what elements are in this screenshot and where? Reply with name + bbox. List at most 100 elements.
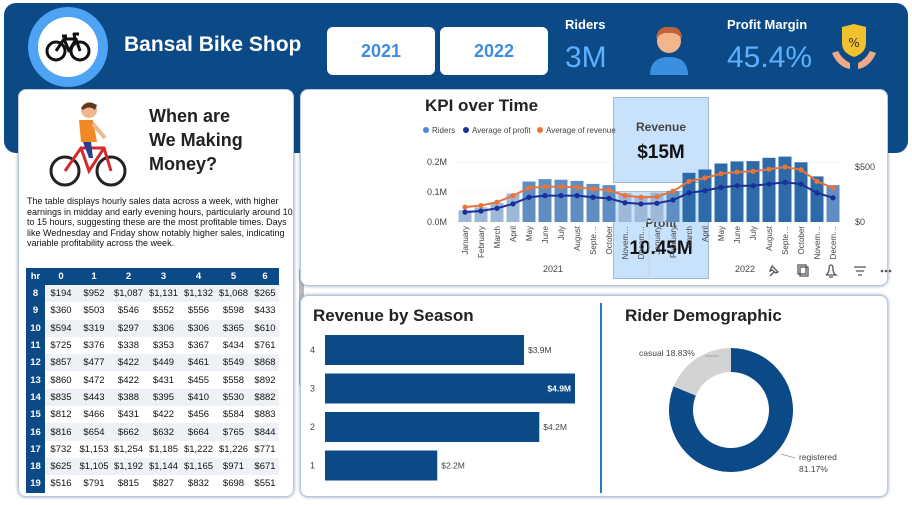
bell-icon[interactable] bbox=[825, 264, 839, 278]
revenue-point[interactable] bbox=[766, 166, 772, 172]
pin-icon[interactable] bbox=[768, 264, 780, 277]
table-header-cell[interactable]: 2 bbox=[111, 268, 146, 285]
revenue-point[interactable] bbox=[734, 169, 740, 175]
riders-bar[interactable] bbox=[666, 190, 680, 222]
revenue-point[interactable] bbox=[494, 199, 500, 205]
profit-point[interactable] bbox=[558, 193, 564, 199]
revenue-point[interactable] bbox=[654, 194, 660, 200]
revenue-point[interactable] bbox=[830, 185, 836, 191]
x-tick-label: July bbox=[557, 226, 566, 240]
revenue-point[interactable] bbox=[542, 184, 548, 190]
profit-point[interactable] bbox=[622, 200, 628, 206]
riders-bar[interactable] bbox=[650, 192, 664, 222]
revenue-point[interactable] bbox=[558, 184, 564, 190]
riders-bar[interactable] bbox=[586, 183, 600, 222]
profit-point[interactable] bbox=[478, 208, 484, 214]
riders-bar[interactable] bbox=[554, 179, 568, 222]
season-bar[interactable] bbox=[325, 450, 438, 481]
riders-bar[interactable] bbox=[682, 172, 696, 222]
riders-bar[interactable] bbox=[762, 157, 776, 222]
legend-label[interactable]: Average of revenue bbox=[546, 126, 616, 135]
revenue-point[interactable] bbox=[814, 178, 820, 184]
table-header-cell[interactable]: 1 bbox=[77, 268, 111, 285]
season-bar[interactable] bbox=[325, 373, 575, 404]
profit-point[interactable] bbox=[702, 188, 708, 194]
profit-point[interactable] bbox=[686, 190, 692, 196]
legend-marker[interactable] bbox=[423, 127, 429, 133]
riders-bar[interactable] bbox=[522, 181, 536, 223]
table-header-cell[interactable]: 4 bbox=[181, 268, 216, 285]
profit-point[interactable] bbox=[606, 195, 612, 201]
profit-point[interactable] bbox=[574, 193, 580, 199]
profit-point[interactable] bbox=[798, 181, 804, 187]
profit-point[interactable] bbox=[462, 209, 468, 215]
legend-label[interactable]: Riders bbox=[432, 126, 455, 135]
revenue-point[interactable] bbox=[782, 164, 788, 170]
revenue-point[interactable] bbox=[510, 193, 516, 199]
revenue-point[interactable] bbox=[462, 204, 468, 210]
riders-bar[interactable] bbox=[714, 163, 728, 223]
revenue-point[interactable] bbox=[606, 187, 612, 193]
riders-bar[interactable] bbox=[538, 179, 552, 222]
profit-point[interactable] bbox=[590, 194, 596, 200]
legend-marker[interactable] bbox=[537, 127, 543, 133]
profit-point[interactable] bbox=[750, 183, 756, 189]
riders-bar[interactable] bbox=[810, 176, 824, 222]
table-header-cell[interactable]: 6 bbox=[251, 268, 279, 285]
profit-point[interactable] bbox=[510, 201, 516, 207]
profit-point[interactable] bbox=[494, 205, 500, 211]
profit-point[interactable] bbox=[654, 200, 660, 206]
year-filter-2022[interactable]: 2022 bbox=[440, 27, 548, 75]
year-filter-2021[interactable]: 2021 bbox=[327, 27, 435, 75]
revenue-point[interactable] bbox=[686, 178, 692, 184]
table-header-cell[interactable]: 0 bbox=[45, 268, 77, 285]
profit-point[interactable] bbox=[542, 193, 548, 199]
revenue-point[interactable] bbox=[478, 202, 484, 209]
more-options-icon[interactable] bbox=[880, 269, 892, 273]
registered-slice[interactable] bbox=[669, 348, 793, 472]
profit-point[interactable] bbox=[734, 183, 740, 189]
profit-point[interactable] bbox=[638, 201, 644, 207]
profit-point[interactable] bbox=[670, 197, 676, 203]
profit-point[interactable] bbox=[766, 181, 772, 187]
riders-bar[interactable] bbox=[458, 210, 472, 222]
riders-bar[interactable] bbox=[794, 162, 808, 222]
riders-bar[interactable] bbox=[698, 169, 712, 223]
profit-point[interactable] bbox=[718, 184, 724, 190]
revenue-point[interactable] bbox=[590, 186, 596, 192]
table-header-cell[interactable]: hr bbox=[26, 268, 45, 285]
casual-slice[interactable] bbox=[673, 348, 731, 396]
filter-icon[interactable] bbox=[854, 266, 866, 276]
riders-bar[interactable] bbox=[618, 193, 632, 222]
riders-bar[interactable] bbox=[634, 195, 648, 222]
season-bar[interactable] bbox=[325, 335, 524, 365]
copy-icon[interactable] bbox=[797, 264, 809, 277]
revenue-point[interactable] bbox=[574, 184, 580, 190]
revenue-point[interactable] bbox=[622, 193, 628, 199]
x-tick-label: April bbox=[509, 226, 518, 242]
revenue-point[interactable] bbox=[750, 168, 756, 174]
legend-label[interactable]: Average of profit bbox=[472, 126, 531, 135]
season-bar[interactable] bbox=[325, 412, 540, 442]
table-header-cell[interactable]: 3 bbox=[146, 268, 181, 285]
profit-point[interactable] bbox=[526, 194, 532, 200]
revenue-point[interactable] bbox=[670, 188, 676, 194]
revenue-point[interactable] bbox=[798, 167, 804, 173]
riders-bar[interactable] bbox=[602, 185, 616, 222]
riders-bar[interactable] bbox=[506, 193, 520, 223]
table-header-cell[interactable]: 5 bbox=[216, 268, 251, 285]
revenue-point[interactable] bbox=[702, 175, 708, 181]
profit-point[interactable] bbox=[814, 190, 820, 196]
riders-bar[interactable] bbox=[826, 185, 840, 222]
revenue-point[interactable] bbox=[526, 185, 532, 191]
revenue-point[interactable] bbox=[638, 194, 644, 200]
legend-marker[interactable] bbox=[463, 127, 469, 133]
riders-bar[interactable] bbox=[570, 180, 584, 222]
profit-point[interactable] bbox=[830, 195, 836, 201]
riders-bar[interactable] bbox=[746, 161, 760, 222]
riders-bar[interactable] bbox=[778, 156, 792, 222]
profit-point[interactable] bbox=[782, 179, 788, 185]
riders-bar[interactable] bbox=[730, 161, 744, 222]
revenue-point[interactable] bbox=[718, 171, 724, 177]
sales-cell: $556 bbox=[187, 305, 210, 317]
